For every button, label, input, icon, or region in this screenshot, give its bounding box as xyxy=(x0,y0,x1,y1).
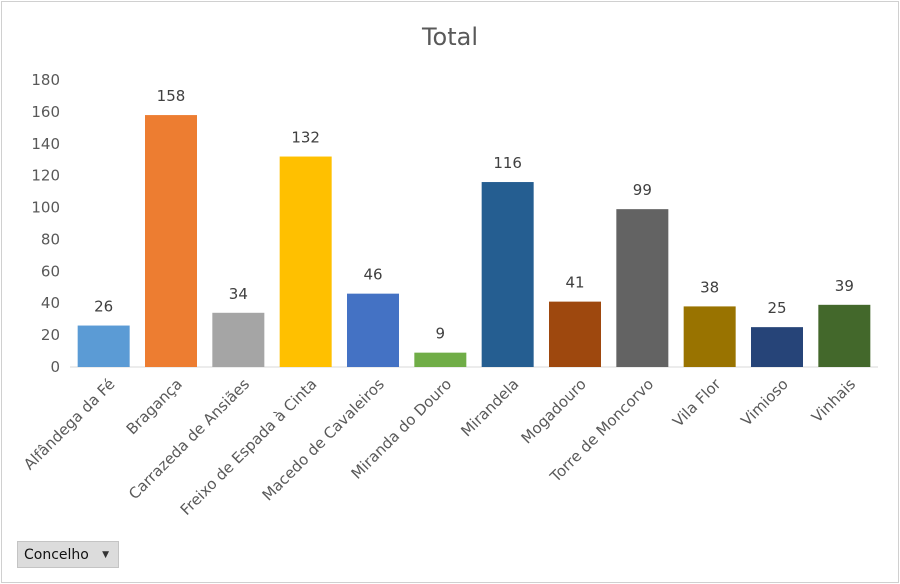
data-label: 158 xyxy=(157,87,186,105)
y-tick-label: 60 xyxy=(41,262,60,280)
data-label: 39 xyxy=(835,277,854,295)
data-label: 34 xyxy=(229,285,248,303)
y-axis: 0 20 40 60 80 100 120 140 160 180 xyxy=(31,71,60,376)
data-labels-group: 26 158 34 132 46 9 116 41 99 38 25 39 xyxy=(94,87,854,343)
y-tick-label: 0 xyxy=(50,358,60,376)
y-tick-label: 120 xyxy=(31,167,60,185)
data-label: 25 xyxy=(767,299,786,317)
x-tick-label: Alfândega da Fé xyxy=(20,375,118,473)
bar[interactable] xyxy=(616,209,669,367)
data-label: 99 xyxy=(633,181,652,199)
x-tick-label: Carrazeda de Ansiães xyxy=(125,375,253,503)
bar[interactable] xyxy=(751,327,803,367)
x-tick-label: Bragança xyxy=(123,375,186,438)
x-tick-label: Macedo de Cavaleiros xyxy=(259,375,388,504)
bar[interactable] xyxy=(818,304,871,367)
y-tick-label: 20 xyxy=(41,326,60,344)
data-label: 116 xyxy=(493,154,522,172)
x-tick-label: Vimioso xyxy=(737,375,791,429)
y-tick-label: 80 xyxy=(41,230,60,248)
x-tick-label: Freixo de Espada à Cinta xyxy=(177,375,321,519)
bar[interactable] xyxy=(347,293,399,367)
dropdown-arrow-icon: ▼ xyxy=(102,549,109,560)
x-tick-label: Mogadouro xyxy=(518,375,590,447)
data-label: 9 xyxy=(436,325,446,343)
data-label: 46 xyxy=(363,266,382,284)
bar[interactable] xyxy=(279,156,332,367)
bar[interactable] xyxy=(77,325,130,367)
data-label: 26 xyxy=(94,298,113,316)
x-tick-label: Vinhais xyxy=(808,375,859,426)
bars-group xyxy=(77,115,871,367)
bar[interactable] xyxy=(683,306,736,367)
concelho-filter-button[interactable]: Concelho ▼ xyxy=(17,541,119,568)
y-tick-label: 140 xyxy=(31,135,60,153)
chart-title: Total xyxy=(421,23,478,51)
bar[interactable] xyxy=(549,301,601,367)
filter-label: Concelho xyxy=(24,546,89,563)
bar[interactable] xyxy=(481,182,534,367)
y-tick-label: 160 xyxy=(31,103,60,121)
data-label: 132 xyxy=(291,129,320,147)
data-label: 38 xyxy=(700,278,719,296)
bar[interactable] xyxy=(212,312,265,367)
bar[interactable] xyxy=(145,115,197,367)
bar[interactable] xyxy=(414,352,467,367)
x-tick-label: Mirandela xyxy=(457,375,522,440)
y-tick-label: 180 xyxy=(31,71,60,89)
x-tick-label: Vila Flor xyxy=(669,375,725,431)
y-tick-label: 100 xyxy=(31,199,60,217)
data-label: 41 xyxy=(565,274,584,292)
y-tick-label: 40 xyxy=(41,294,60,312)
